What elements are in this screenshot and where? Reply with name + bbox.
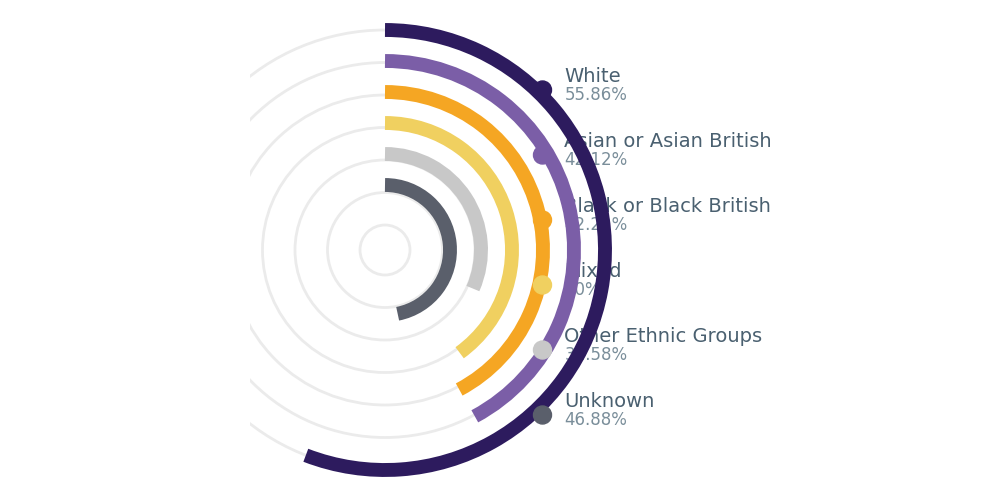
Text: 55.86%: 55.86% <box>564 86 627 104</box>
Text: White: White <box>564 67 621 86</box>
Circle shape <box>534 341 552 359</box>
Text: Other Ethnic Groups: Other Ethnic Groups <box>564 327 763 346</box>
Text: Asian or Asian British: Asian or Asian British <box>564 132 772 151</box>
Text: Unknown: Unknown <box>564 392 655 411</box>
Circle shape <box>534 81 552 99</box>
Circle shape <box>534 211 552 229</box>
Text: 46.88%: 46.88% <box>564 411 627 429</box>
Text: 42.22%: 42.22% <box>564 216 628 234</box>
Text: 42.12%: 42.12% <box>564 151 628 169</box>
Circle shape <box>534 276 552 294</box>
Circle shape <box>534 406 552 424</box>
Text: 31.58%: 31.58% <box>564 346 628 364</box>
Text: Mixed: Mixed <box>564 262 622 281</box>
Circle shape <box>534 146 552 164</box>
Text: 40%: 40% <box>564 281 601 299</box>
Text: Black or Black British: Black or Black British <box>564 197 771 216</box>
